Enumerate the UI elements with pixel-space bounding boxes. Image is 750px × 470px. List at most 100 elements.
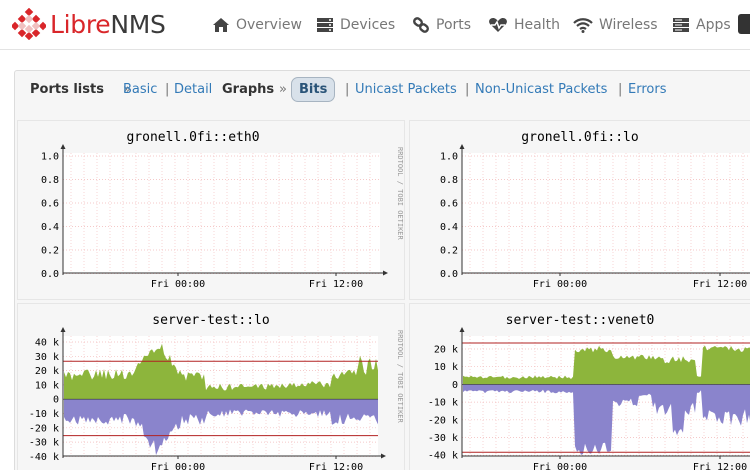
plot-area bbox=[63, 153, 380, 273]
y-tick-label: 0.8 bbox=[440, 175, 458, 186]
y-tick-label: 20 k bbox=[434, 345, 458, 356]
rrdtool-credit: RRDTOOL / TOBI OETIKER bbox=[396, 330, 404, 424]
server-icon bbox=[317, 18, 333, 32]
graph-title: server-test::lo bbox=[152, 313, 269, 328]
graphs-label: Graphs bbox=[222, 82, 275, 97]
y-tick-label: -30 k bbox=[428, 433, 458, 444]
nav-wireless[interactable]: Wireless bbox=[573, 14, 658, 36]
wifi-icon bbox=[573, 18, 593, 33]
nav-wireless-label: Wireless bbox=[599, 17, 658, 33]
y-tick-label: 0.4 bbox=[41, 222, 59, 233]
y-tick-label: 1.0 bbox=[41, 152, 59, 163]
subnav-non-unicast-link[interactable]: Non-Unicast Packets bbox=[475, 82, 608, 97]
y-tick-label: 0.4 bbox=[440, 222, 458, 233]
outbound-traffic-area bbox=[463, 384, 750, 455]
y-tick-label: -40 k bbox=[29, 452, 59, 463]
y-tick-label: 1.0 bbox=[440, 152, 458, 163]
inbound-traffic-area bbox=[64, 343, 378, 400]
nav-health[interactable]: Health bbox=[488, 14, 560, 36]
x-axis-arrow bbox=[383, 270, 388, 276]
x-tick-label: Fri 00:00 bbox=[533, 279, 587, 290]
y-tick-label: 0.6 bbox=[440, 199, 458, 210]
logo-mark-icon bbox=[12, 8, 46, 40]
nav-health-label: Health bbox=[514, 17, 560, 33]
subnav-separator: » bbox=[279, 82, 287, 97]
x-tick-label: Fri 00:00 bbox=[151, 462, 205, 470]
rrdtool-credit: RRDTOOL / TOBI OETIKER bbox=[396, 147, 404, 241]
nav-apps[interactable]: Apps bbox=[672, 14, 731, 36]
y-tick-label: 0 bbox=[452, 380, 458, 391]
y-tick-label: -20 k bbox=[428, 415, 458, 426]
y-tick-label: 30 k bbox=[35, 352, 59, 363]
subnav-bits-button[interactable]: Bits bbox=[291, 77, 336, 102]
y-tick-label: 10 k bbox=[434, 362, 458, 373]
subnav-basic-link-text[interactable]: Basic bbox=[123, 82, 158, 97]
graph-title: gronell.0fi::lo bbox=[521, 130, 638, 145]
x-tick-label: Fri 12:00 bbox=[309, 462, 363, 470]
subnav-separator: | bbox=[165, 82, 170, 97]
logo-text: LibreNMS bbox=[50, 9, 166, 39]
subnav-errors-link[interactable]: Errors bbox=[628, 82, 667, 97]
y-tick-label: 0.0 bbox=[41, 269, 59, 280]
y-axis-arrow bbox=[60, 144, 66, 149]
heartbeat-icon bbox=[489, 17, 507, 32]
nav-overview[interactable]: Overview bbox=[212, 14, 302, 36]
home-icon bbox=[213, 18, 229, 32]
y-tick-label: 10 k bbox=[35, 380, 59, 391]
x-tick-label: Fri 00:00 bbox=[151, 279, 205, 290]
apps-icon bbox=[673, 18, 689, 32]
top-navbar: LibreNMS Overview Devices Ports Health W… bbox=[0, 0, 750, 50]
subnav-unicast-link[interactable]: Unicast Packets bbox=[355, 82, 457, 97]
link-icon bbox=[413, 17, 429, 33]
subnav-separator: » bbox=[123, 82, 131, 97]
nav-ports[interactable]: Ports bbox=[412, 14, 471, 36]
y-axis-arrow bbox=[459, 327, 465, 332]
y-tick-label: 0.2 bbox=[440, 246, 458, 257]
ports-lists-label: Ports lists bbox=[30, 82, 104, 97]
graph-title: server-test::venet0 bbox=[506, 313, 655, 328]
nav-overview-label: Overview bbox=[236, 17, 302, 33]
subnav-separator: | bbox=[345, 82, 350, 97]
y-tick-label: -10 k bbox=[29, 409, 59, 420]
nav-devices-label: Devices bbox=[340, 17, 396, 33]
subnav-separator: | bbox=[465, 82, 470, 97]
y-tick-label: -40 k bbox=[428, 451, 458, 462]
y-tick-label: 0.6 bbox=[41, 199, 59, 210]
y-tick-label: -10 k bbox=[428, 398, 458, 409]
y-tick-label: 0.8 bbox=[41, 175, 59, 186]
nav-devices[interactable]: Devices bbox=[316, 14, 395, 36]
x-tick-label: Fri 12:00 bbox=[693, 279, 747, 290]
nav-ports-label: Ports bbox=[436, 17, 472, 33]
y-tick-label: -20 k bbox=[29, 423, 59, 434]
x-tick-label: Fri 12:00 bbox=[309, 279, 363, 290]
y-tick-label: 0.0 bbox=[440, 269, 458, 280]
y-tick-label: 40 k bbox=[35, 338, 59, 349]
outbound-traffic-area bbox=[64, 399, 378, 456]
subnav-separator: | bbox=[618, 82, 623, 97]
y-tick-label: -30 k bbox=[29, 438, 59, 449]
nav-more-icon[interactable] bbox=[738, 14, 750, 34]
y-tick-label: 0.2 bbox=[41, 246, 59, 257]
nav-apps-label: Apps bbox=[696, 17, 731, 33]
x-tick-label: Fri 00:00 bbox=[533, 462, 587, 470]
y-axis-arrow bbox=[60, 327, 66, 332]
x-tick-label: Fri 12:00 bbox=[693, 462, 747, 470]
inbound-traffic-area bbox=[463, 345, 750, 385]
x-axis-arrow bbox=[381, 453, 386, 459]
y-tick-label: 0 bbox=[53, 395, 59, 406]
plot-area bbox=[462, 153, 750, 273]
subnav-detail-link[interactable]: Detail bbox=[174, 82, 213, 97]
y-tick-label: 20 k bbox=[35, 366, 59, 377]
y-axis-arrow bbox=[459, 144, 465, 149]
librenms-logo[interactable]: LibreNMS bbox=[12, 8, 166, 40]
ports-subnav: Ports lists » Basic | Detail Graphs » Bi… bbox=[15, 71, 750, 109]
graph-title: gronell.0fi::eth0 bbox=[126, 130, 259, 145]
